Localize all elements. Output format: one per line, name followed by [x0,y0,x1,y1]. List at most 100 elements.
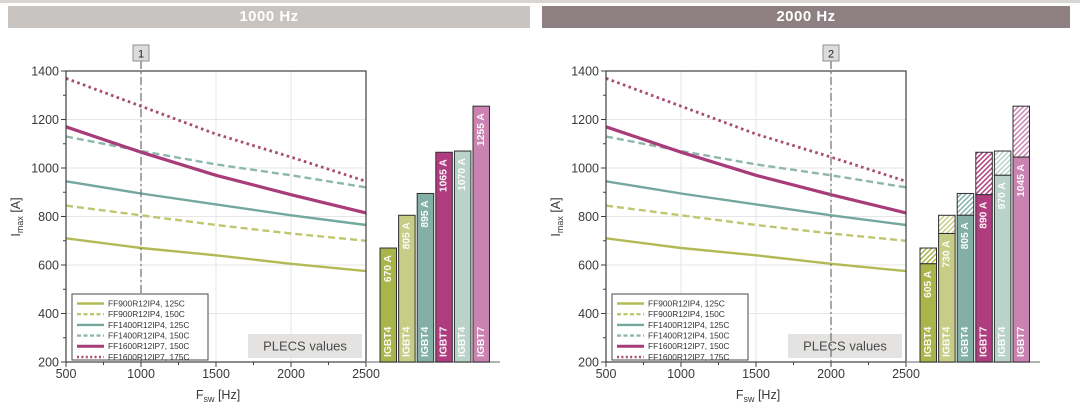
bar-rect [379,247,397,363]
bar-igbt4-670: 670 A IGBT4 [379,247,397,363]
svg-text:600: 600 [578,258,599,272]
svg-text:FF1600R12IP7, 150C: FF1600R12IP7, 150C [108,341,189,351]
svg-text:2: 2 [828,49,834,61]
bar-rect [919,263,937,363]
bar-type-label: IGBT7 [979,326,990,357]
bar-type-label: IGBT4 [420,326,431,357]
series-line [605,237,907,273]
bar-value-label: 895 A [420,200,431,228]
axes: 500 1000 1500 2000 2500 200 400 600 800 1000 1200 1… [9,64,380,404]
bar-rect [435,151,453,363]
bar-rect [453,150,472,363]
chart-2000hz: PLECS values 500 1000 1500 2000 2500 200 400 600… [549,44,1040,404]
series-line [65,135,367,189]
svg-text:FF1400R12IP4, 150C: FF1400R12IP4, 150C [108,331,189,341]
svg-text:200: 200 [578,355,599,369]
axes: 500 1000 1500 2000 2500 200 400 600 800 1000 1200 1… [549,64,920,404]
bar-type-label: IGBT4 [997,326,1008,357]
series-line [65,76,367,183]
series-lines [605,76,907,273]
series-line [65,125,367,215]
svg-text:FF1600R12IP7, 175C: FF1600R12IP7, 175C [648,352,729,362]
bar-type-label: IGBT7 [476,326,487,357]
bar-value-label: 1045 A [1016,164,1027,197]
marker-label-box [132,44,150,62]
bar-rect [1012,156,1030,363]
svg-text:FF1400R12IP4, 125C: FF1400R12IP4, 125C [108,320,189,330]
bar-rect [416,192,435,363]
svg-text:FF1400R12IP4, 150C: FF1400R12IP4, 150C [648,331,729,341]
panel-2000hz-title: 2000 Hz [542,6,1070,28]
svg-text:2500: 2500 [352,367,380,381]
svg-text:1500: 1500 [202,367,230,381]
bar-type-label: IGBT4 [960,326,971,357]
bar-rect [398,214,416,363]
series-line [65,204,367,242]
series-line [605,204,907,242]
svg-text:1000: 1000 [667,367,695,381]
top-strip [0,0,1080,3]
svg-text:2500: 2500 [892,367,920,381]
series-line [65,237,367,273]
svg-text:800: 800 [38,210,59,224]
series-line [605,76,907,183]
bar-value-label: 805 A [960,222,971,250]
svg-text:500: 500 [56,367,77,381]
bar-rect [938,232,956,363]
bar-igbt7-1045: 1045 A IGBT7 [1012,105,1030,363]
bar-hatch-extension [956,192,975,216]
series-line [605,125,907,215]
svg-text:1500: 1500 [742,367,770,381]
bar-igbt7-890: 890 A IGBT7 [975,151,993,363]
svg-text:1400: 1400 [571,64,599,78]
svg-text:FF900R12IP4, 125C: FF900R12IP4, 125C [648,298,725,308]
bar-igbt4-730: 730 A IGBT4 [938,214,956,363]
bar-igbt4-605: 605 A IGBT4 [919,247,937,363]
plecs-values-box: PLECS values [248,334,362,358]
x-axis-label: Fsw [Hz] [196,388,240,404]
bar-rect [956,214,975,363]
svg-text:FF1400R12IP4, 125C: FF1400R12IP4, 125C [648,320,729,330]
bar-igbt7-1065: 1065 A IGBT7 [435,151,453,363]
bar-rect [472,105,490,363]
bar-igbt4-970: 970 A IGBT4 [993,150,1012,363]
bar-rect [975,194,993,363]
panel-1000hz: 1000 Hz PLECS values 500 1000 1500 2000 2500 2… [8,6,530,404]
bar-hatch-extension [975,151,993,196]
bar-hatch-extension [993,150,1012,176]
bar-value-label: 805 A [401,222,412,250]
bar-igbt4-805: 805 A IGBT4 [398,214,416,363]
bar-hatch-extension [938,214,956,234]
panel-2000hz: 2000 Hz PLECS values 500 1000 1500 2000 2500 2… [540,0,1080,412]
svg-text:1200: 1200 [571,113,599,127]
svg-text:2000: 2000 [817,367,845,381]
svg-text:FF900R12IP4, 125C: FF900R12IP4, 125C [108,298,185,308]
svg-text:1200: 1200 [31,113,59,127]
bar-value-label: 890 A [979,201,990,229]
plecs-values-box: PLECS values [788,334,902,358]
bar-igbt4-895: 895 A IGBT4 [416,192,435,363]
y-axis-label: Imax [A] [9,197,25,236]
bar-hatch-extension [1012,105,1030,158]
bar-type-label: IGBT4 [401,326,412,357]
svg-text:200: 200 [38,355,59,369]
svg-text:2000: 2000 [277,367,305,381]
bar-value-label: 670 A [383,254,394,282]
marker-label-box [822,44,840,62]
svg-text:500: 500 [596,367,617,381]
svg-text:PLECS values: PLECS values [803,339,887,354]
bar-value-label: 1255 A [476,113,487,146]
bar-type-label: IGBT7 [439,326,450,357]
bar-group: 605 A IGBT4 730 A IGBT4 805 A IGBT4 890 A IGBT7… [906,105,1040,363]
bar-group: 670 A IGBT4 805 A IGBT4 895 A IGBT4 1065 A IGBT… [366,105,500,363]
bar-value-label: 970 A [997,182,1008,210]
svg-text:FF900R12IP4, 150C: FF900R12IP4, 150C [108,309,185,319]
bar-type-label: IGBT4 [383,326,394,357]
panel-1000hz-title: 1000 Hz [8,6,530,28]
svg-text:FF900R12IP4, 150C: FF900R12IP4, 150C [648,309,725,319]
bar-value-label: 1065 A [439,159,450,192]
svg-text:FF1600R12IP7, 150C: FF1600R12IP7, 150C [648,341,729,351]
bar-value-label: 605 A [923,270,934,298]
